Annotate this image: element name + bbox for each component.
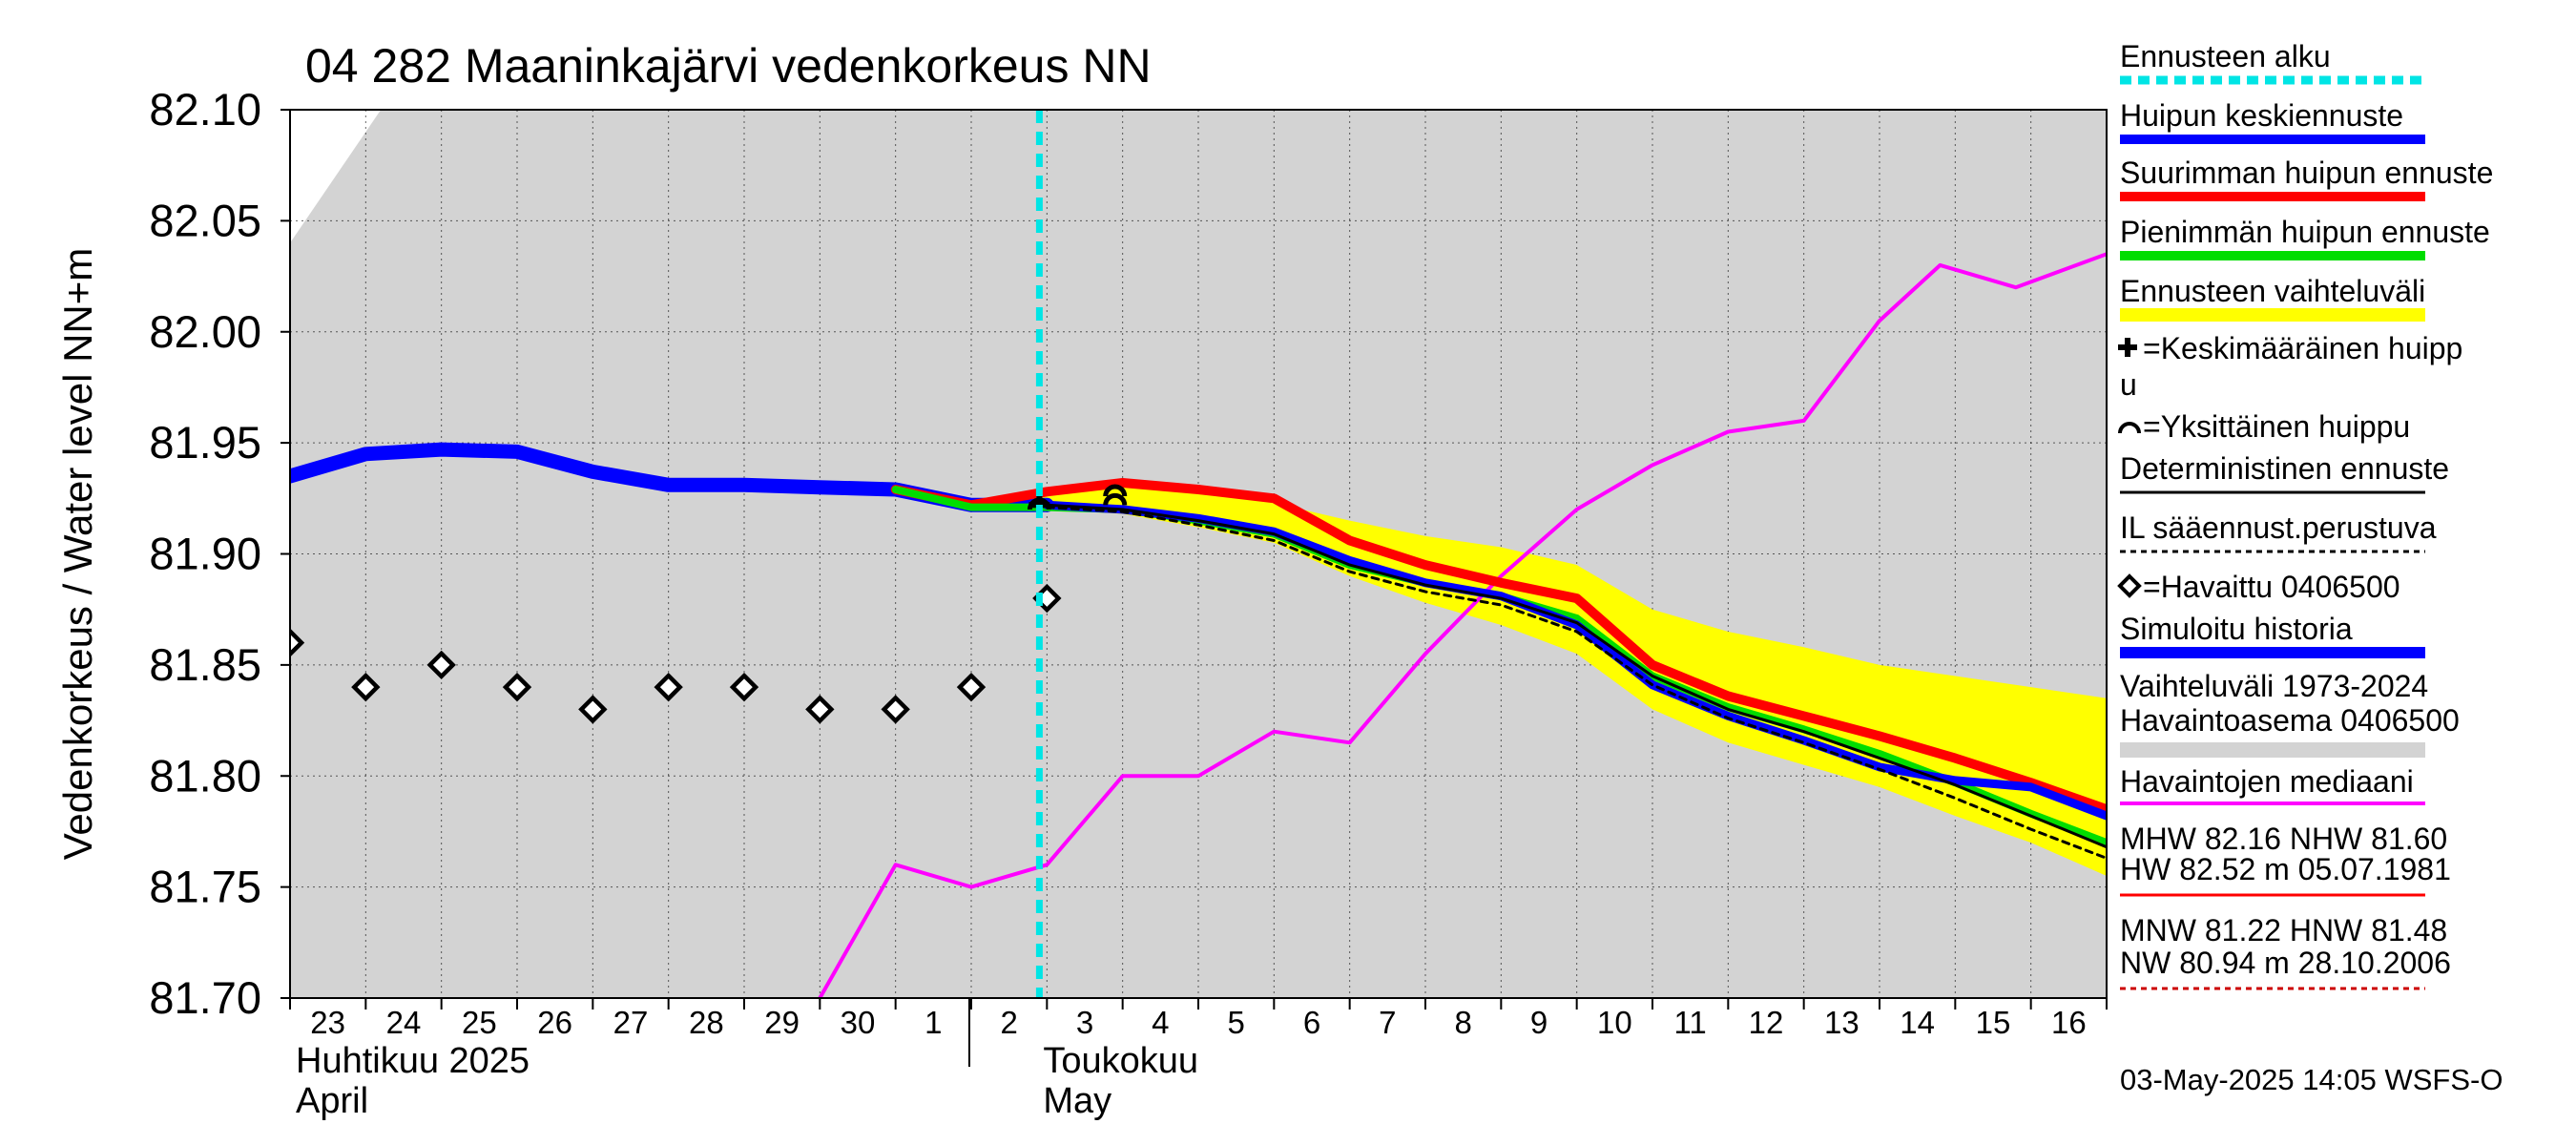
- legend: Ennusteen alku Huipun keskiennuste Suurimm…: [2117, 39, 2493, 990]
- legend-label: u: [2120, 367, 2137, 402]
- x-tick-label: 30: [841, 1005, 876, 1040]
- x-tick-label: 26: [537, 1005, 572, 1040]
- x-tick-label: 10: [1597, 1005, 1632, 1040]
- y-tick-label: 81.80: [149, 750, 261, 801]
- x-tick-label: 2: [1000, 1005, 1017, 1040]
- legend-label: Suurimman huipun ennuste: [2120, 156, 2493, 190]
- month-label-fi: Toukokuu: [1043, 1041, 1198, 1081]
- observed-point: [578, 695, 608, 724]
- single-peak-marker: [1103, 492, 1128, 506]
- y-tick-label: 82.05: [149, 195, 261, 245]
- y-tick-label: 81.75: [149, 862, 261, 912]
- weather-forecast-line: [1045, 506, 2107, 860]
- x-tick-label: 16: [2051, 1005, 2087, 1040]
- y-axis-label: Vedenkorkeus / Water level NN+m: [55, 248, 100, 861]
- observed-point: [729, 672, 759, 702]
- legend-label: =Havaittu 0406500: [2143, 570, 2400, 604]
- x-tick-label: 11: [1674, 1005, 1707, 1040]
- chart-title: 04 282 Maaninkajärvi vedenkorkeus NN: [305, 39, 1152, 93]
- legend-label: IL sääennust.perustuva: [2120, 510, 2437, 545]
- x-tick-label: 12: [1749, 1005, 1784, 1040]
- legend-label: MHW 82.16 NHW 81.60: [2120, 822, 2447, 856]
- x-tick-label: 9: [1530, 1005, 1548, 1040]
- y-tick-label: 81.85: [149, 639, 261, 690]
- y-tick-label: 81.95: [149, 417, 261, 468]
- legend-label: Simuloitu historia: [2120, 612, 2353, 646]
- observed-point: [290, 628, 305, 657]
- y-tick-label: 81.90: [149, 529, 261, 579]
- x-tick-label: 4: [1152, 1005, 1169, 1040]
- x-tick-label: 1: [924, 1005, 942, 1040]
- x-tick-label: 25: [462, 1005, 497, 1040]
- legend-single-peak-icon: [2118, 422, 2141, 434]
- legend-label: MNW 81.22 HNW 81.48: [2120, 913, 2447, 947]
- plot-content: [290, 110, 2107, 998]
- deterministic-forecast-line: [1045, 503, 2107, 849]
- x-tick-label: 3: [1076, 1005, 1093, 1040]
- legend-label: Havaintoasema 0406500: [2120, 703, 2460, 738]
- legend-label: Havaintojen mediaani: [2120, 764, 2414, 799]
- legend-label: Ennusteen vaihteluväli: [2120, 274, 2425, 308]
- legend-label: NW 80.94 m 28.10.2006: [2120, 946, 2451, 980]
- median-line: [818, 252, 2107, 998]
- x-tick-label: 24: [386, 1005, 422, 1040]
- x-tick-label: 27: [613, 1005, 649, 1040]
- x-tick-label: 8: [1454, 1005, 1471, 1040]
- observed-point: [805, 695, 835, 724]
- forecast-range-band: [895, 483, 2107, 876]
- plot-area: [290, 110, 2107, 998]
- axes: 81.70 81.75 81.80 81.85 81.90 81.95 82.00 82.05…: [55, 84, 2108, 1121]
- legend-label: =Keskimääräinen huipp: [2143, 331, 2462, 365]
- x-tick-label: 15: [1976, 1005, 2011, 1040]
- observed-point: [654, 672, 683, 702]
- legend-observed-icon: [2117, 573, 2142, 598]
- x-tick-label: 28: [689, 1005, 724, 1040]
- month-label-en: April: [296, 1081, 368, 1121]
- legend-label: Ennusteen alku: [2120, 39, 2331, 73]
- legend-label: Huipun keskiennuste: [2120, 98, 2403, 133]
- single-peak-marker: [1103, 484, 1128, 497]
- x-tick-label: 29: [764, 1005, 800, 1040]
- month-label-en: May: [1043, 1081, 1111, 1121]
- x-tick-label: 14: [1900, 1005, 1935, 1040]
- legend-label: Vaihteluväli 1973-2024: [2120, 669, 2428, 703]
- legend-label: Pienimmän huipun ennuste: [2120, 215, 2490, 249]
- x-tick-label: 7: [1379, 1005, 1396, 1040]
- month-label-fi: Huhtikuu 2025: [296, 1041, 530, 1081]
- legend-label: =Yksittäinen huippu: [2143, 409, 2410, 444]
- observed-point: [956, 672, 987, 702]
- x-tick-label: 23: [310, 1005, 345, 1040]
- legend-mean-peak-icon: [2118, 338, 2137, 357]
- legend-label: Deterministinen ennuste: [2120, 451, 2449, 486]
- observed-point: [426, 650, 456, 680]
- observed-point: [502, 672, 532, 702]
- legend-label: HW 82.52 m 05.07.1981: [2120, 852, 2451, 886]
- max-peak-forecast-line: [890, 478, 2107, 815]
- observed-point: [351, 672, 381, 702]
- y-tick-label: 81.70: [149, 972, 261, 1023]
- y-tick-label: 82.00: [149, 306, 261, 357]
- x-tick-label: 6: [1303, 1005, 1320, 1040]
- x-tick-label: 5: [1227, 1005, 1244, 1040]
- x-tick-label: 13: [1824, 1005, 1859, 1040]
- y-tick-label: 82.10: [149, 84, 261, 135]
- timestamp-label: 03-May-2025 14:05 WSFS-O: [2120, 1063, 2503, 1096]
- observed-point: [881, 695, 910, 724]
